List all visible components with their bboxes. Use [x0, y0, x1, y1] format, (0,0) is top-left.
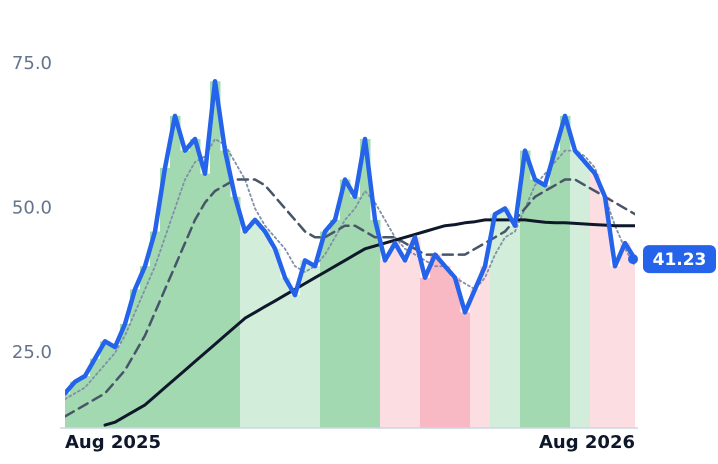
x-tick-label: Aug 2026	[539, 432, 635, 453]
area-segment	[570, 150, 581, 428]
area-segment	[390, 243, 401, 428]
area-segment	[350, 196, 361, 428]
last-value-label: 41.23	[653, 250, 707, 270]
area-segment	[270, 248, 281, 428]
lines	[65, 78, 635, 427]
area-segment	[80, 375, 91, 428]
area-fill	[65, 81, 635, 428]
area-segment	[490, 214, 501, 428]
area-segment	[410, 237, 421, 428]
area-segment	[610, 266, 621, 428]
last-value-badge	[643, 245, 716, 274]
series-line	[103, 218, 635, 427]
area-segment	[550, 150, 561, 428]
area-segment	[330, 219, 341, 428]
area-segment	[290, 295, 301, 428]
area-segment	[440, 266, 451, 428]
area-segment	[450, 277, 461, 428]
area-segment	[430, 254, 441, 428]
area-segment	[460, 312, 471, 428]
area-segment	[370, 219, 381, 428]
area-segment	[600, 196, 611, 428]
area-segment	[630, 259, 635, 428]
y-tick-label: 50.0	[12, 197, 52, 218]
area-segment	[170, 115, 181, 428]
area-segment	[110, 347, 121, 428]
area-segment	[470, 289, 481, 428]
area-segment	[65, 393, 71, 428]
area-segment	[150, 231, 161, 428]
area-segment	[480, 266, 491, 428]
series-line	[65, 78, 635, 396]
area-segment	[70, 381, 81, 428]
last-point	[628, 254, 638, 265]
area-segment	[280, 277, 291, 428]
area-segment	[200, 173, 211, 428]
area-segment	[580, 162, 591, 428]
x-tick-label: Aug 2025	[65, 432, 161, 453]
area-segment	[90, 358, 101, 428]
area-segment	[380, 260, 391, 428]
area-segment	[240, 231, 251, 428]
area-segment	[510, 225, 521, 428]
area-segment	[250, 219, 261, 428]
area-segment	[220, 150, 231, 428]
area-segment	[190, 139, 201, 428]
area-segment	[210, 81, 221, 428]
area-segment	[420, 277, 431, 428]
area-segment	[120, 323, 131, 428]
area-segment	[590, 173, 601, 428]
area-segment	[130, 289, 141, 428]
area-segment	[100, 341, 111, 428]
area-segment	[140, 266, 151, 428]
area-segment	[320, 231, 331, 428]
area-segment	[230, 196, 241, 428]
area-segment	[500, 208, 511, 428]
area-segment	[300, 260, 311, 428]
y-tick-label: 75.0	[12, 53, 52, 74]
area-segment	[310, 266, 321, 428]
area-segment	[400, 260, 411, 428]
series-line	[65, 178, 635, 418]
area-segment	[360, 139, 371, 428]
area-segment	[520, 150, 531, 428]
area-segment	[340, 179, 351, 428]
area-segment	[160, 167, 171, 428]
area-segment	[180, 150, 191, 428]
area-segment	[530, 179, 541, 428]
area-segment	[560, 115, 571, 428]
y-tick-label: 25.0	[12, 342, 52, 363]
series-line	[65, 138, 635, 400]
area-segment	[540, 185, 551, 428]
area-segment	[620, 243, 631, 428]
area-segment	[260, 231, 271, 428]
